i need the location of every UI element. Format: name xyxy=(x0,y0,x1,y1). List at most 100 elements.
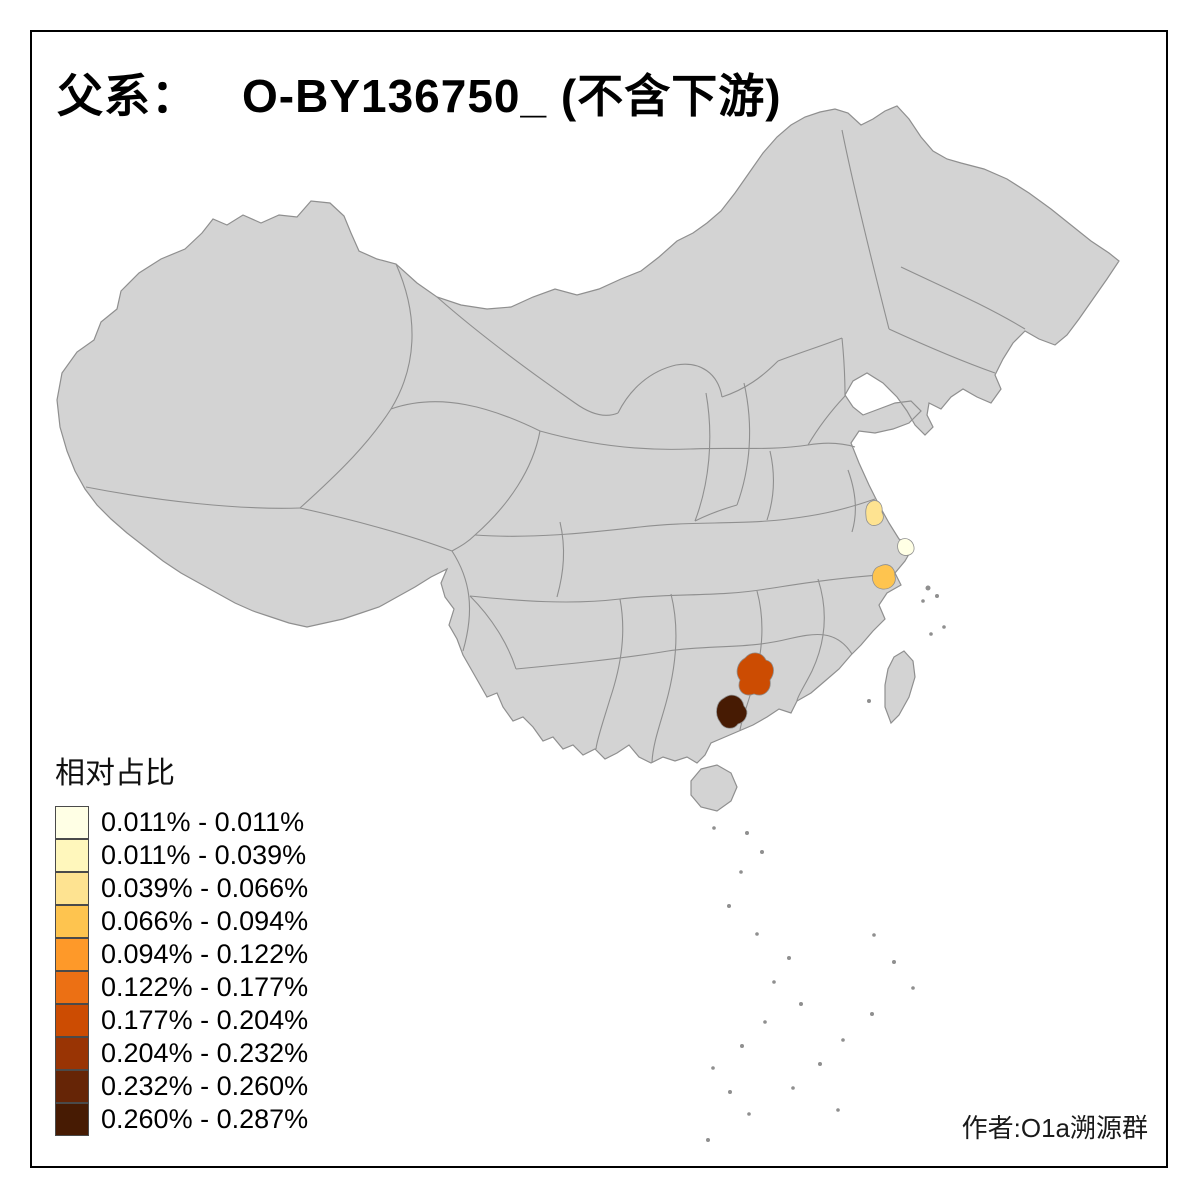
province-border-line xyxy=(539,430,856,450)
legend-item: 0.011% - 0.039% xyxy=(55,839,308,872)
legend-swatch-rect xyxy=(55,1004,89,1037)
island-speck xyxy=(745,831,749,835)
legend-label: 0.204% - 0.232% xyxy=(101,1038,309,1068)
region-guangxi-northeast xyxy=(736,652,774,696)
island-specks-group xyxy=(706,585,946,1142)
legend-item: 0.039% - 0.066% xyxy=(55,872,308,905)
province-border-line xyxy=(451,550,471,652)
legend-swatch xyxy=(55,1070,89,1103)
island-speck xyxy=(739,870,743,874)
island-speck xyxy=(791,1086,795,1090)
page-title: 父系： O-BY136750_ (不含下游) xyxy=(57,60,782,126)
legend-swatch-rect xyxy=(55,938,89,971)
china-mainland-shape xyxy=(56,105,1120,764)
island-speck xyxy=(728,1090,732,1094)
legend-item: 0.204% - 0.232% xyxy=(55,1037,308,1070)
legend-label: 0.232% - 0.260% xyxy=(101,1071,309,1101)
hainan-island xyxy=(690,764,738,812)
landmass-group xyxy=(56,105,1120,812)
legend-swatch xyxy=(55,806,89,839)
legend-item: 0.122% - 0.177% xyxy=(55,971,308,1004)
province-border-line xyxy=(888,328,996,374)
legend-item: 0.066% - 0.094% xyxy=(55,905,308,938)
title-prefix: 父系： xyxy=(57,70,198,122)
province-border-line xyxy=(617,363,723,414)
province-border-line xyxy=(900,266,1026,330)
legend-swatch xyxy=(55,1103,89,1136)
legend-swatch xyxy=(55,971,89,1004)
province-border-line xyxy=(595,598,624,750)
island-speck xyxy=(755,932,759,936)
legend-swatch xyxy=(55,905,89,938)
attribution-text: 作者:O1a溯源群 xyxy=(961,1113,1148,1143)
province-borders-group xyxy=(85,129,1026,763)
province-border-line xyxy=(777,337,843,362)
province-border-line xyxy=(436,296,619,416)
legend-item: 0.094% - 0.122% xyxy=(55,938,308,971)
province-border-line xyxy=(807,395,846,446)
island-speck xyxy=(712,826,716,830)
legend-label: 0.011% - 0.011% xyxy=(101,807,305,837)
island-speck xyxy=(867,699,871,703)
region-zhejiang-north xyxy=(872,564,896,590)
island-speck xyxy=(921,599,925,603)
province-border-line xyxy=(299,507,453,552)
province-border-line xyxy=(736,382,751,506)
province-border-line xyxy=(841,337,846,397)
island-speck xyxy=(727,904,731,908)
island-speck xyxy=(772,980,776,984)
island-speck xyxy=(760,850,764,854)
legend-label: 0.177% - 0.204% xyxy=(101,1005,309,1035)
province-border-line xyxy=(847,469,856,533)
legend-swatch-rect xyxy=(55,1070,89,1103)
province-border-line xyxy=(796,578,825,702)
legend-item: 0.011% - 0.011% xyxy=(55,806,308,839)
legend-swatch xyxy=(55,872,89,905)
legend-label: 0.011% - 0.039% xyxy=(101,840,307,870)
province-border-line xyxy=(556,521,565,598)
island-speck xyxy=(925,585,931,591)
highlighted-regions-group xyxy=(716,500,915,729)
legend-swatch-rect xyxy=(55,806,89,839)
legend-item: 0.177% - 0.204% xyxy=(55,1004,308,1037)
region-shanghai xyxy=(897,538,915,556)
legend-swatch xyxy=(55,839,89,872)
island-speck xyxy=(892,960,896,964)
region-guangxi-southeast xyxy=(716,694,748,729)
province-border-line xyxy=(390,401,541,432)
province-border-line xyxy=(766,450,775,521)
legend-label: 0.122% - 0.177% xyxy=(101,972,309,1002)
region-jiangsu-south xyxy=(865,500,884,526)
island-speck xyxy=(942,625,946,629)
island-speck xyxy=(818,1062,822,1066)
island-speck xyxy=(872,933,876,937)
island-speck xyxy=(763,1020,767,1024)
island-speck xyxy=(799,1002,803,1006)
province-border-line xyxy=(721,360,779,398)
legend-swatch xyxy=(55,1037,89,1070)
island-speck xyxy=(929,632,933,636)
legend-swatch-rect xyxy=(55,905,89,938)
province-border-line xyxy=(651,593,677,763)
province-border-line xyxy=(451,430,541,552)
legend-swatch-rect xyxy=(55,872,89,905)
legend-label: 0.066% - 0.094% xyxy=(101,906,309,936)
province-border-line xyxy=(515,634,853,670)
province-border-line xyxy=(469,573,894,603)
legend-label: 0.039% - 0.066% xyxy=(101,873,309,903)
island-speck xyxy=(711,1066,715,1070)
legend-item: 0.232% - 0.260% xyxy=(55,1070,308,1103)
legend-item: 0.260% - 0.287% xyxy=(55,1103,308,1136)
island-speck xyxy=(841,1038,845,1042)
legend-swatch-rect xyxy=(55,971,89,1004)
legend-swatch-rect xyxy=(55,1103,89,1136)
province-border-line xyxy=(85,486,301,509)
island-speck xyxy=(836,1108,840,1112)
island-speck xyxy=(740,1044,744,1048)
legend-swatch xyxy=(55,1004,89,1037)
legend: 相对占比 0.011% - 0.011% 0.011% - 0.039% 0.0… xyxy=(55,748,308,1136)
title-haplogroup-id: O-BY136750_ xyxy=(242,70,548,122)
taiwan-island xyxy=(884,650,916,725)
island-speck xyxy=(911,986,915,990)
